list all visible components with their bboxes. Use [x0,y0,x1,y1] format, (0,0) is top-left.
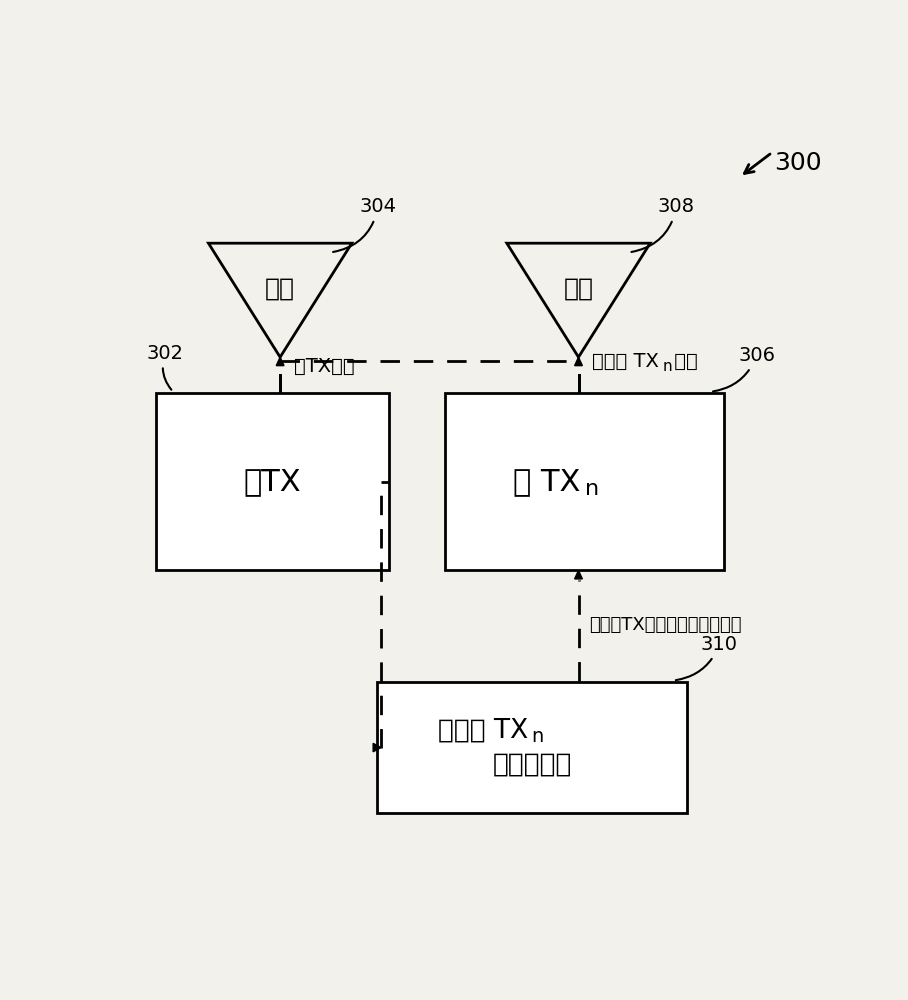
FancyBboxPatch shape [445,393,725,570]
Polygon shape [575,570,582,579]
Polygon shape [373,743,380,752]
Text: 配置的 TX: 配置的 TX [438,718,528,744]
Text: 天线: 天线 [265,277,295,301]
FancyBboxPatch shape [156,393,389,570]
Text: 304: 304 [333,197,397,252]
Text: 功率查询表: 功率查询表 [492,751,572,777]
Text: 基于主TX功率的容许最大功率: 基于主TX功率的容许最大功率 [589,616,742,634]
Polygon shape [575,357,582,366]
Text: n: n [662,359,672,374]
Text: 310: 310 [676,635,738,680]
Text: n: n [531,727,544,746]
Text: 308: 308 [631,197,695,252]
Text: 辅 TX: 辅 TX [513,467,581,496]
Text: 主TX: 主TX [243,467,301,496]
Text: 功率: 功率 [668,352,698,371]
Polygon shape [276,357,284,366]
Text: 306: 306 [713,346,775,391]
Text: 302: 302 [147,344,183,390]
Text: 300: 300 [774,151,822,175]
Text: n: n [585,479,598,499]
Text: 配置的 TX: 配置的 TX [592,352,659,371]
Text: 主TX功率: 主TX功率 [294,357,355,376]
Text: 天线: 天线 [564,277,594,301]
FancyBboxPatch shape [377,682,687,813]
